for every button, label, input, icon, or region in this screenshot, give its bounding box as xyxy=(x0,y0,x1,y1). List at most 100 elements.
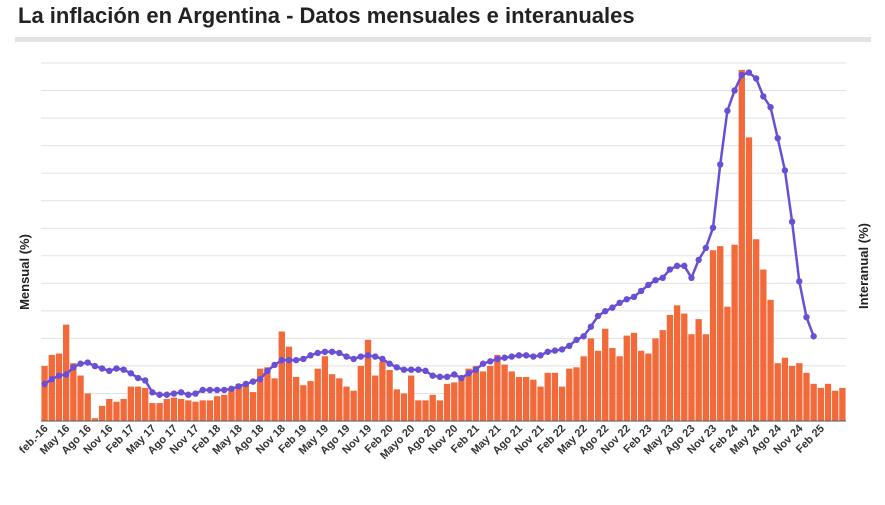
monthly-bar xyxy=(695,319,702,421)
yearly-point xyxy=(149,389,156,396)
yearly-point xyxy=(803,313,810,321)
monthly-bar xyxy=(70,363,77,421)
monthly-bar xyxy=(637,350,645,421)
monthly-bar xyxy=(422,400,429,421)
yearly-point xyxy=(724,107,731,114)
monthly-bar xyxy=(84,393,91,421)
monthly-bar xyxy=(393,389,400,421)
yearly-point xyxy=(372,353,379,360)
yearly-point xyxy=(530,353,537,360)
y-axis-label-right: Interanual (%) xyxy=(856,223,871,309)
yearly-point xyxy=(681,262,688,270)
yearly-point xyxy=(602,308,609,315)
monthly-bar xyxy=(364,339,372,421)
monthly-bar xyxy=(587,338,595,421)
monthly-bar xyxy=(760,269,767,421)
yearly-point xyxy=(206,386,214,394)
monthly-bar xyxy=(479,371,487,421)
yearly-point xyxy=(796,278,803,285)
monthly-bar xyxy=(810,383,817,421)
yearly-point xyxy=(321,348,329,355)
yearly-point xyxy=(328,348,336,355)
yearly-point xyxy=(487,358,494,365)
monthly-bar xyxy=(745,137,753,421)
yearly-point xyxy=(271,361,278,369)
monthly-bar xyxy=(731,244,738,421)
yearly-point xyxy=(501,354,508,361)
monthly-bar xyxy=(788,365,796,421)
monthly-bar xyxy=(271,378,278,421)
title-divider xyxy=(15,37,871,42)
yearly-point xyxy=(673,262,681,270)
monthly-bar xyxy=(77,375,84,421)
monthly-bar xyxy=(824,383,832,421)
monthly-bar xyxy=(134,386,142,421)
monthly-bar xyxy=(508,371,515,421)
yearly-point xyxy=(393,364,400,371)
monthly-bar xyxy=(278,331,285,421)
monthly-bar xyxy=(717,246,724,421)
monthly-bar xyxy=(537,386,544,421)
monthly-bar xyxy=(709,250,717,421)
monthly-bar xyxy=(630,332,638,421)
monthly-bar xyxy=(350,390,357,421)
monthly-bar xyxy=(386,370,393,421)
monthly-bar xyxy=(372,375,379,421)
yearly-point xyxy=(350,355,357,363)
yearly-point xyxy=(134,374,142,382)
monthly-bar xyxy=(501,364,508,421)
monthly-bar xyxy=(487,365,494,421)
monthly-bar xyxy=(98,405,106,421)
yearly-point xyxy=(249,378,257,385)
monthly-bar xyxy=(400,393,408,421)
monthly-bar xyxy=(774,363,781,421)
monthly-bar xyxy=(249,392,257,421)
monthly-bar xyxy=(343,386,350,421)
monthly-bar xyxy=(106,398,113,421)
yearly-point xyxy=(364,352,372,359)
yearly-point xyxy=(142,377,149,384)
yearly-line xyxy=(41,69,817,398)
yearly-point xyxy=(386,360,393,367)
yearly-point xyxy=(242,380,250,388)
yearly-point xyxy=(738,71,745,79)
monthly-bar xyxy=(127,386,135,421)
monthly-bar xyxy=(645,353,652,421)
yearly-point xyxy=(566,342,573,350)
yearly-point xyxy=(767,103,774,111)
yearly-point xyxy=(652,276,659,284)
yearly-point xyxy=(623,296,630,303)
monthly-bar xyxy=(55,353,63,421)
yearly-point xyxy=(537,352,544,359)
yearly-point xyxy=(458,374,465,382)
monthly-bar xyxy=(767,299,774,421)
yearly-point xyxy=(451,371,458,378)
monthly-bar xyxy=(91,418,99,421)
monthly-bar xyxy=(163,398,170,421)
monthly-bar xyxy=(228,389,235,421)
yearly-point xyxy=(314,349,321,357)
monthly-bar xyxy=(199,400,206,421)
monthly-bar xyxy=(429,394,436,421)
yearly-point xyxy=(573,336,580,344)
monthly-bar xyxy=(213,396,221,421)
yearly-point xyxy=(170,390,178,397)
yearly-point xyxy=(336,349,343,357)
yearly-point xyxy=(558,346,566,353)
monthly-bar xyxy=(285,346,293,421)
yearly-point xyxy=(760,93,767,100)
monthly-bar xyxy=(357,365,365,421)
yearly-point xyxy=(810,333,817,340)
monthly-bar xyxy=(558,386,566,421)
yearly-point xyxy=(494,355,501,363)
yearly-point xyxy=(357,353,365,360)
monthly-bar xyxy=(443,383,451,421)
monthly-bar xyxy=(566,368,573,421)
yearly-point xyxy=(702,244,710,252)
monthly-bar xyxy=(185,400,192,421)
monthly-bar xyxy=(48,354,55,421)
monthly-bar xyxy=(206,400,214,421)
monthly-bar xyxy=(415,400,422,421)
monthly-bar xyxy=(839,387,846,421)
yearly-point xyxy=(285,356,293,364)
